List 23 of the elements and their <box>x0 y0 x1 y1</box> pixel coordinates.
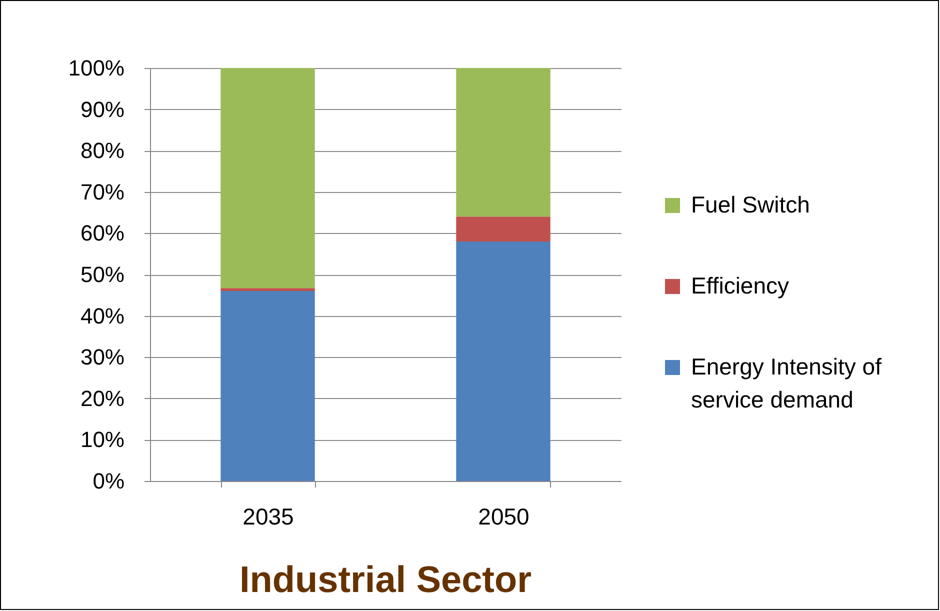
y-tick-label: 90% <box>80 96 124 122</box>
y-tick-label: 0% <box>92 468 124 494</box>
y-tick-label: 10% <box>80 427 124 452</box>
bar <box>220 291 315 481</box>
legend-label: Fuel Switch <box>691 192 810 218</box>
legend-label: Efficiency <box>691 272 790 298</box>
bar <box>220 288 315 292</box>
y-tick-label: 20% <box>80 386 124 411</box>
y-tick-label: 60% <box>80 220 124 246</box>
bar <box>220 68 315 288</box>
x-tick-label: 2050 <box>478 504 530 530</box>
y-tick-label: 40% <box>80 303 124 328</box>
y-tick-label: 80% <box>80 138 124 164</box>
y-tick-label: 50% <box>80 262 124 287</box>
x-tick-label: 2035 <box>242 504 294 530</box>
bar <box>456 216 550 242</box>
y-tick-label: 100% <box>68 56 124 80</box>
legend-label: Energy Intensity of service demand <box>691 354 882 412</box>
y-tick-label: 70% <box>80 179 124 204</box>
bar <box>456 241 550 481</box>
bar <box>456 68 550 217</box>
text: Industrial Sector <box>240 559 532 600</box>
y-tick-label: 30% <box>80 344 124 370</box>
